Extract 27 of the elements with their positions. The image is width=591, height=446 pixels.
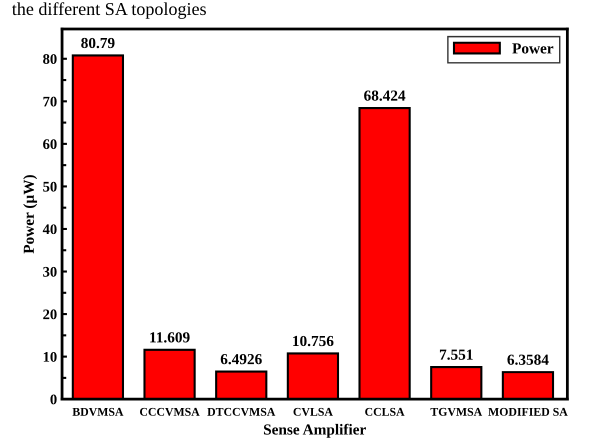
x-tick-label: MODIFIED SA: [488, 408, 568, 416]
x-tick-label: TGVMSA: [430, 408, 482, 416]
x-tick-label: DTCCVMSA: [207, 408, 276, 416]
data-label: 6.3584: [507, 354, 549, 365]
x-axis-title: Sense Amplifier: [264, 424, 366, 438]
y-tick-label: 0: [50, 394, 57, 404]
x-tick-label: CCCVMSA: [140, 408, 200, 416]
chart-title: the different SA topologies: [12, 2, 206, 19]
data-label: 80.79: [81, 38, 115, 48]
y-tick-label: 30: [43, 266, 57, 277]
y-tick-label: 60: [43, 139, 57, 150]
y-tick-label: 70: [43, 96, 57, 107]
y-tick-label: 50: [43, 182, 57, 192]
x-tick-label: CVLSA: [293, 408, 333, 416]
y-axis-title: Power (µW): [23, 175, 38, 254]
y-tick-label: 10: [44, 352, 57, 362]
data-label: 6.4926: [220, 354, 262, 364]
data-label: 10.756: [293, 336, 334, 346]
y-tick-label: 80: [43, 54, 57, 64]
data-label: 7.551: [440, 350, 473, 360]
data-label: 11.609: [150, 332, 190, 343]
x-tick-label: BDVMSA: [72, 408, 124, 416]
y-tick-label: 20: [43, 309, 57, 320]
legend-label: Power: [512, 43, 554, 54]
y-tick-label: 40: [42, 224, 57, 234]
x-tick-label: CCLSA: [365, 408, 405, 416]
data-label: 68.424: [364, 90, 406, 101]
